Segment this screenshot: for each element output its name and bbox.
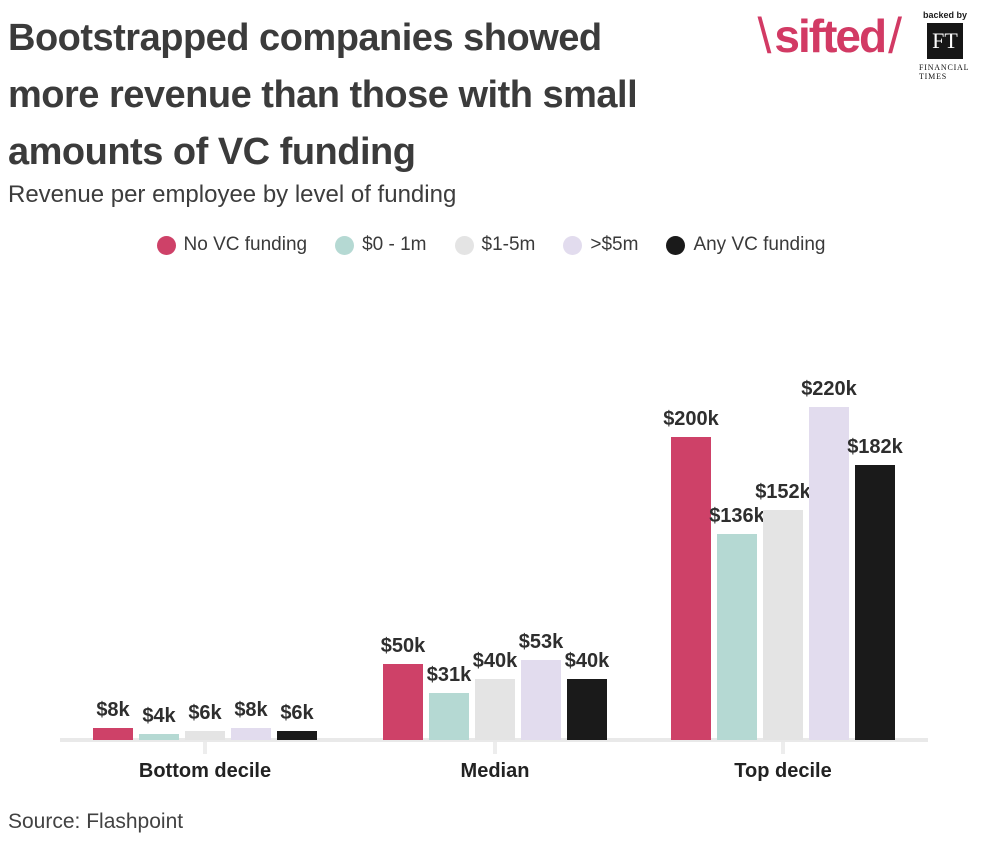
bar-value-label: $4k	[142, 705, 176, 727]
x-axis-line	[60, 738, 928, 742]
chart-area: $8k $4k $6k $8k $6k Bottom decile $50k $31k $40k…	[60, 368, 928, 782]
legend-item-0-1m: $0 - 1m	[335, 234, 427, 256]
bar-value-label: $40k	[472, 650, 518, 672]
category-label: Median	[460, 760, 530, 782]
bar-value-label: $31k	[426, 664, 472, 686]
legend-label: $1-5m	[481, 234, 536, 255]
bar-1-5m	[475, 679, 515, 740]
legend-label: Any VC funding	[693, 234, 826, 255]
chart-title: Bootstrapped companies showed more reven…	[8, 10, 708, 181]
legend-label: >$5m	[590, 234, 639, 255]
bar-value-label: $182k	[847, 436, 903, 458]
legend-swatch-icon	[666, 235, 686, 255]
chart-title-line-2: more revenue than those with small	[8, 74, 638, 116]
bar-0-1m	[139, 734, 179, 740]
bar-slot: $136k	[709, 505, 765, 740]
legend-swatch-icon	[454, 235, 474, 255]
bar-value-label: $220k	[801, 378, 857, 400]
bar-no-vc-funding	[383, 664, 423, 740]
sifted-logo: \ sifted / backed by FT FINANCIAL TIMES	[758, 10, 975, 81]
legend-swatch-icon	[563, 235, 583, 255]
bar-0-1m	[429, 693, 469, 740]
bar-value-label: $6k	[188, 702, 222, 724]
bar-value-label: $8k	[234, 699, 268, 721]
chart-title-line-3: amounts of VC funding	[8, 131, 416, 173]
bar-value-label: $8k	[96, 699, 130, 721]
bar-value-label: $136k	[709, 505, 765, 527]
bar-value-label: $53k	[518, 631, 564, 653]
category-label: Top decile	[734, 760, 832, 782]
bar-slot: $220k	[801, 378, 857, 740]
bar-5m	[231, 728, 271, 740]
source-label: Source: Flashpoint	[8, 810, 184, 833]
bar-slot: $6k	[185, 702, 225, 740]
bar-no-vc-funding	[671, 437, 711, 740]
financial-times-line-1: FINANCIAL	[919, 63, 970, 72]
legend: No VC funding $0 - 1m $1-5m >$5m Any VC fund…	[0, 234, 982, 256]
bar-slot: $53k	[519, 631, 563, 740]
financial-times-label: FINANCIAL TIMES	[916, 63, 974, 81]
bar-slot: $152k	[755, 481, 811, 740]
slash-icon: /	[888, 8, 902, 64]
bar-slot: $4k	[139, 705, 179, 740]
bar-group-top-decile: $200k $136k $152k $220k $182k Top decile	[663, 378, 903, 782]
backslash-icon: \	[757, 8, 772, 64]
legend-item-5m: >$5m	[563, 234, 638, 256]
legend-swatch-icon	[335, 235, 355, 255]
bar-any-vc-funding	[567, 679, 607, 740]
bar-group-median: $50k $31k $40k $53k $40k Median	[381, 631, 610, 782]
bar-any-vc-funding	[855, 465, 895, 740]
axis-tick	[203, 742, 207, 754]
axis-tick	[781, 742, 785, 754]
sifted-wordmark: \ sifted /	[758, 10, 903, 62]
ft-logo: FT	[927, 23, 963, 59]
bar-value-label: $40k	[564, 650, 610, 672]
bar-0-1m	[717, 534, 757, 740]
bar-5m	[521, 660, 561, 740]
backed-by-label: backed by	[922, 10, 968, 20]
bar-slot: $50k	[381, 635, 425, 740]
legend-item-no-vc-funding: No VC funding	[156, 234, 308, 256]
bar-value-label: $152k	[755, 481, 811, 503]
axis-tick	[493, 742, 497, 754]
bar-value-label: $50k	[380, 635, 426, 657]
bar-5m	[809, 407, 849, 740]
bar-slot: $8k	[93, 699, 133, 740]
legend-label: No VC funding	[183, 234, 308, 255]
bar-group-bottom-decile: $8k $4k $6k $8k $6k Bottom decile	[93, 699, 317, 782]
chart-subtitle: Revenue per employee by level of funding	[8, 181, 457, 208]
bar-slot: $40k	[473, 650, 517, 740]
category-label: Bottom decile	[138, 760, 272, 782]
financial-times-line-2: TIMES	[919, 72, 947, 81]
bar-slot: $6k	[277, 702, 317, 740]
legend-swatch-icon	[156, 235, 176, 255]
legend-item-1-5m: $1-5m	[454, 234, 536, 256]
bar-value-label: $6k	[280, 702, 314, 724]
bar-slot: $8k	[231, 699, 271, 740]
legend-label: $0 - 1m	[362, 234, 427, 255]
bar-slot: $200k	[663, 408, 719, 740]
bar-value-label: $200k	[663, 408, 719, 430]
bar-any-vc-funding	[277, 731, 317, 740]
legend-item-any-vc-funding: Any VC funding	[666, 234, 825, 256]
bar-no-vc-funding	[93, 728, 133, 740]
bar-1-5m	[763, 510, 803, 740]
bar-slot: $40k	[565, 650, 609, 740]
sifted-brand-text: sifted	[774, 10, 887, 62]
bar-1-5m	[185, 731, 225, 740]
chart-title-line-1: Bootstrapped companies showed	[8, 17, 602, 59]
bar-slot: $31k	[427, 664, 471, 740]
ft-badge: backed by FT FINANCIAL TIMES	[916, 10, 974, 81]
bar-slot: $182k	[847, 436, 903, 740]
